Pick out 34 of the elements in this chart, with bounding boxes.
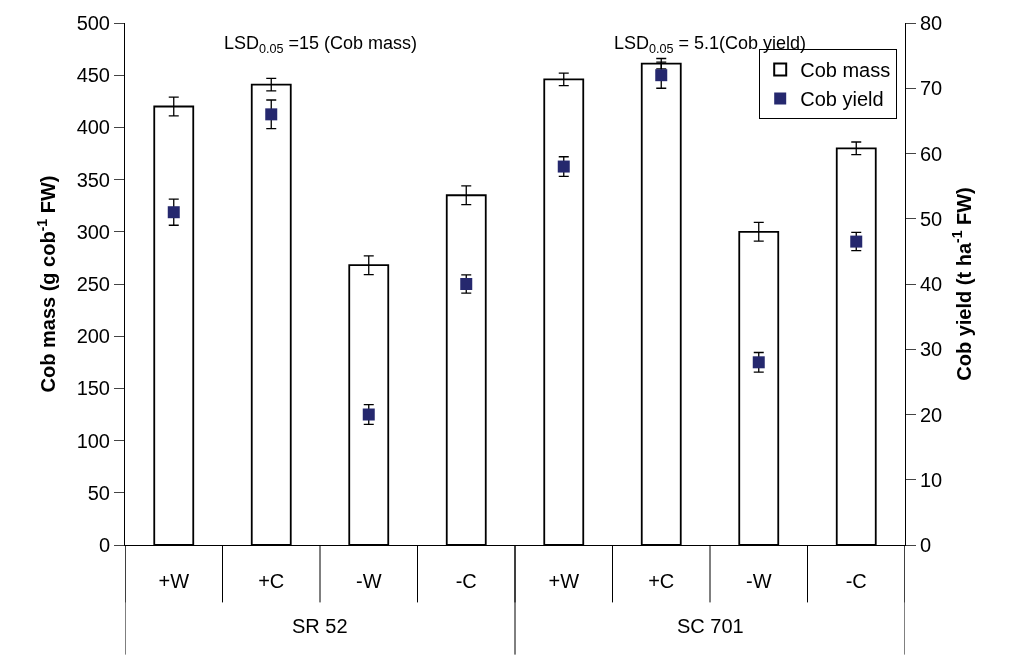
y2-tick-label: 20: [920, 403, 943, 426]
legend-label: Cob mass: [800, 59, 891, 82]
x-tick-label: +C: [258, 570, 285, 592]
x-tick-label: -W: [745, 570, 772, 592]
y2-tick-label: 50: [920, 207, 943, 230]
y2-tick-label: 10: [920, 468, 943, 491]
y2-tick-label: 0: [920, 534, 932, 556]
annotation: LSD$_{0.05}$ = 5.1(Cob yield): [614, 33, 807, 56]
y2-tick-label: 40: [920, 273, 943, 295]
y-tick-label: 0: [98, 534, 110, 556]
x-tick-label: +W: [158, 570, 190, 592]
y2-tick-label: 80: [920, 12, 943, 34]
y-tick-label: 450: [76, 64, 110, 87]
x-tick-label: -C: [455, 570, 477, 592]
legend-label: Cob yield: [800, 88, 884, 111]
y-tick-label: 150: [76, 377, 110, 400]
y-tick-label: 350: [76, 168, 110, 191]
y-tick-label: 50: [87, 481, 110, 504]
y2-tick-label: 70: [920, 77, 943, 100]
x-tick-label: -C: [845, 570, 867, 592]
y-tick-label: 300: [76, 220, 110, 243]
y2-tick-label: 60: [920, 142, 943, 165]
x-tick-label: +W: [548, 570, 580, 592]
text: SC 701: [677, 615, 744, 637]
y-tick-label: 400: [76, 116, 110, 139]
y2-tick-label: 30: [920, 338, 943, 361]
y-tick-label: 100: [76, 429, 110, 452]
y-tick-label: 200: [76, 325, 110, 348]
text: SR 52: [292, 615, 348, 637]
x-tick-label: +C: [648, 570, 675, 592]
x-tick-label: -W: [355, 570, 382, 592]
y-tick-label: 500: [76, 12, 110, 34]
y-tick-label: 250: [76, 273, 110, 295]
annotation: LSD$_{0.05}$ =15 (Cob mass): [224, 33, 418, 56]
